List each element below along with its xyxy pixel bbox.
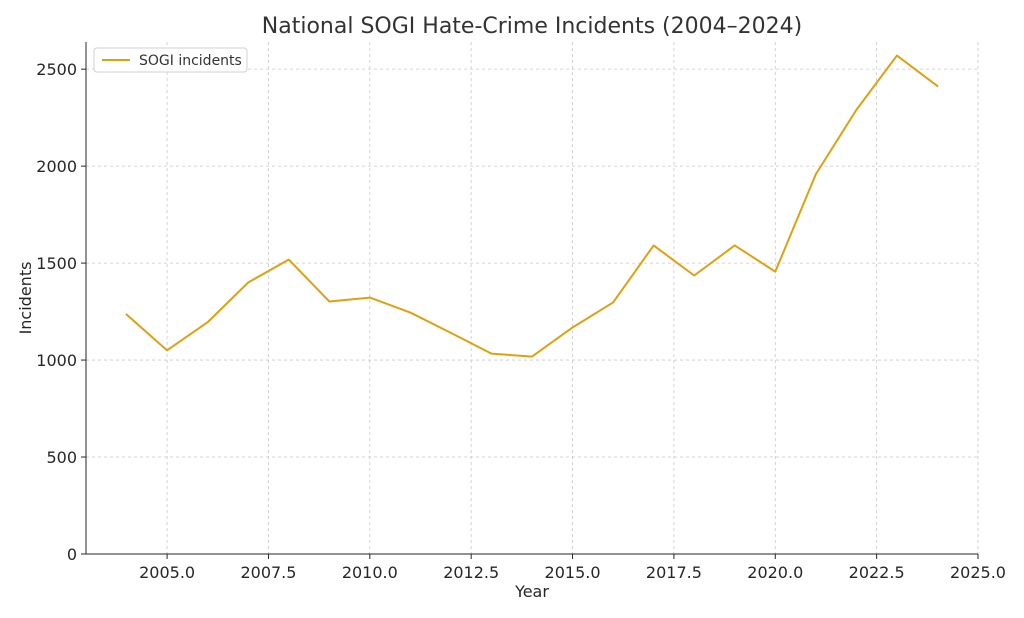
x-tick-label: 2005.0 xyxy=(139,563,195,582)
x-tick-label: 2017.5 xyxy=(646,563,702,582)
x-tick-label: 2007.5 xyxy=(240,563,296,582)
y-axis-label: Incidents xyxy=(16,262,35,335)
x-tick-label: 2010.0 xyxy=(342,563,398,582)
x-axis-label: Year xyxy=(514,582,549,601)
y-tick-label: 1500 xyxy=(36,254,77,273)
x-tick-label: 2020.0 xyxy=(747,563,803,582)
y-tick-label: 500 xyxy=(46,448,77,467)
x-tick-label: 2015.0 xyxy=(545,563,601,582)
x-tick-label: 2025.0 xyxy=(950,563,1006,582)
legend: SOGI incidents xyxy=(94,48,247,72)
axes-layer xyxy=(86,42,978,554)
plot-layer xyxy=(127,56,938,357)
chart-title: National SOGI Hate-Crime Incidents (2004… xyxy=(262,14,802,39)
y-tick-label: 0 xyxy=(67,545,77,564)
x-tick-label: 2022.5 xyxy=(849,563,905,582)
legend-label: SOGI incidents xyxy=(139,53,242,69)
y-tick-label: 2500 xyxy=(36,60,77,79)
y-tick-label: 2000 xyxy=(36,157,77,176)
series-line-sogi-incidents xyxy=(127,56,938,357)
x-tick-label: 2012.5 xyxy=(443,563,499,582)
grid-layer xyxy=(86,42,978,554)
tick-layer: 2005.0 2007.5 2010.0 2012.5 2015.0 2017.5 2020… xyxy=(36,60,1006,582)
y-tick-label: 1000 xyxy=(36,351,77,370)
